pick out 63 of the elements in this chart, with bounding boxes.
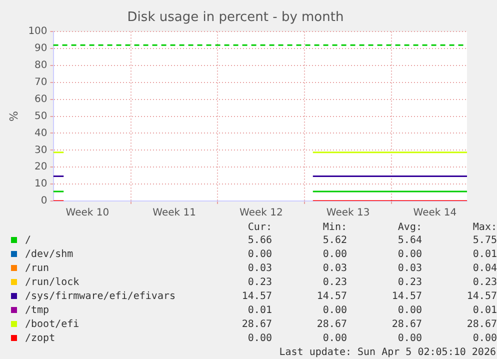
text: 0.00 [396, 332, 422, 346]
text: 14.57 [240, 290, 272, 304]
text: 0.03 [396, 262, 422, 276]
y-tick-label: 80 [34, 60, 48, 72]
y-axis-title: % [7, 111, 20, 122]
legend-label: /run [24, 262, 50, 276]
legend-label: /boot/efi [24, 318, 80, 332]
text: Cur: [246, 222, 272, 234]
legend-label: /tmp [24, 304, 50, 318]
text: 0.23 [246, 276, 272, 290]
text: 28.67 [240, 318, 272, 332]
x-tick-label: Week 11 [152, 208, 196, 219]
text: 0.00 [246, 248, 272, 262]
text: 5.75 [472, 234, 497, 248]
text: 0.01 [246, 304, 272, 318]
y-tick-label: 60 [34, 94, 48, 105]
text: 0.00 [246, 332, 272, 346]
text: 0.00 [322, 304, 347, 318]
x-tick-label: Week 12 [240, 208, 283, 219]
y-tick-label: 100 [28, 26, 48, 38]
y-tick-label: 90 [34, 43, 48, 54]
text: 0.00 [396, 248, 422, 262]
text: 5.64 [396, 234, 422, 248]
text: 5.66 [246, 234, 272, 248]
y-tick-label: 40 [34, 128, 48, 139]
text: Min: [322, 222, 347, 234]
text: Avg: [396, 222, 422, 234]
text: 0.00 [322, 332, 347, 346]
text: 0.00 [396, 304, 422, 318]
text: 0.04 [472, 262, 497, 276]
x-tick-label: Week 14 [413, 208, 457, 219]
y-tick-label: 10 [34, 178, 48, 190]
x-tick-label: Week 10 [66, 208, 110, 219]
text: 0.23 [322, 276, 347, 290]
text: 0.00 [322, 248, 347, 262]
chart-title: Disk usage in percent - by month [127, 10, 344, 26]
legend-label: /zopt [24, 332, 56, 346]
text: 28.67 [316, 318, 347, 332]
text: 0.01 [472, 304, 497, 318]
text: 0.23 [396, 276, 422, 290]
y-tick-label: 20 [34, 162, 48, 173]
legend-label: / [24, 234, 32, 248]
text: 0.00 [472, 332, 497, 346]
legend-label: /sys/firmware/efi/efivars [24, 290, 177, 304]
text: 14.57 [316, 290, 347, 304]
text: 0.23 [472, 276, 497, 290]
text: Last update: Sun Apr 5 02:05:10 2026 [278, 346, 497, 359]
y-tick-label: 50 [34, 110, 48, 122]
text: 5.62 [322, 234, 347, 248]
text: 28.67 [466, 318, 497, 332]
legend-label: /run/lock [24, 276, 80, 290]
text: Max: [472, 222, 497, 234]
text: 14.57 [390, 290, 422, 304]
text: 0.03 [246, 262, 272, 276]
legend-label: /dev/shm [24, 248, 74, 262]
text: 14.57 [466, 290, 497, 304]
y-tick-label: 30 [34, 144, 48, 156]
text: 0.03 [322, 262, 347, 276]
y-tick-label: 0 [40, 196, 48, 207]
text: 0.01 [472, 248, 497, 262]
y-tick-label: 70 [34, 77, 48, 88]
x-tick-label: Week 13 [326, 208, 370, 219]
text: 28.67 [390, 318, 422, 332]
